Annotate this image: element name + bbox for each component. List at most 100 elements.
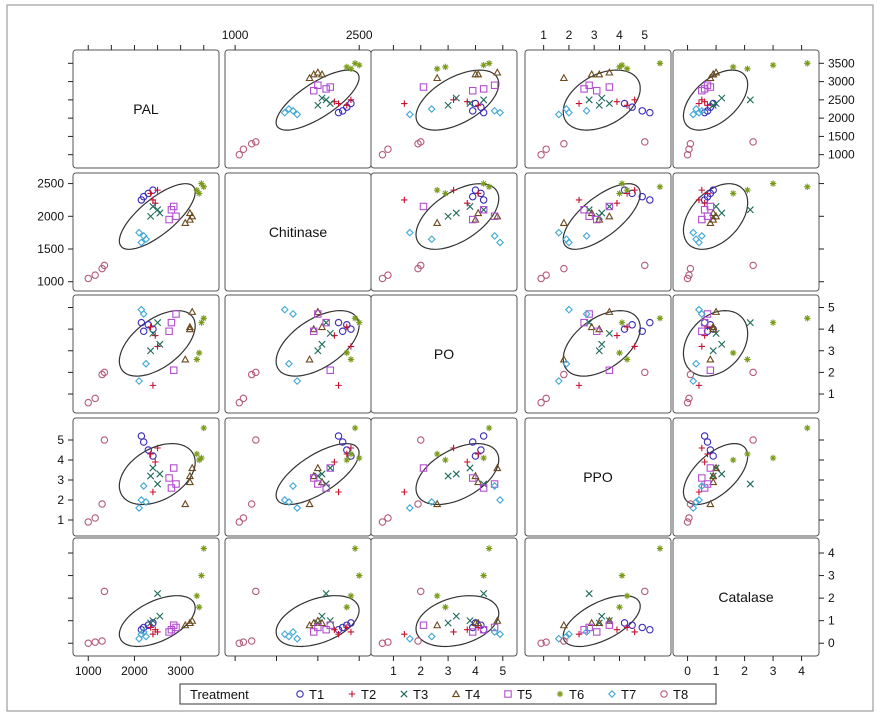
x-tick-label: 4	[798, 664, 805, 678]
point-t4-3	[185, 618, 195, 627]
point-t4-2	[181, 499, 190, 508]
x-tick-label: 1000	[75, 664, 102, 678]
point-t4-2	[706, 73, 715, 82]
point-t5-3	[326, 621, 335, 629]
x-tick-label: 1	[540, 28, 547, 42]
point-t4-3	[709, 69, 718, 78]
point-t2-2	[450, 186, 457, 194]
point-t2-2	[347, 343, 355, 350]
legend-marker-t8	[660, 690, 668, 698]
point-t8-2	[560, 370, 568, 379]
point-t7-2	[427, 105, 436, 113]
point-t6-1	[769, 180, 777, 187]
point-t2-2	[631, 343, 638, 350]
point-t7-2	[284, 359, 293, 368]
point-t3-1	[746, 480, 754, 488]
point-t4-1	[711, 68, 721, 76]
panel-frame	[672, 49, 820, 169]
point-t7-1	[697, 106, 706, 115]
point-t8-1	[91, 394, 99, 403]
point-t7-2	[142, 498, 150, 506]
point-t8-3	[417, 261, 425, 270]
point-t1-1	[638, 327, 646, 336]
y-tick-label: 2	[828, 591, 835, 605]
confidence-ellipse	[118, 595, 196, 648]
panel-catalase-vs-catalase: Catalase	[672, 537, 820, 657]
point-t5-2	[165, 327, 173, 336]
point-t3-0	[156, 209, 164, 217]
legend-box	[179, 683, 717, 705]
point-t4-3	[474, 69, 483, 78]
point-t1-2	[646, 108, 654, 117]
point-t3-3	[466, 617, 474, 625]
point-t3-2	[147, 472, 155, 480]
panel-chitinase-vs-chitinase: Chitinase	[224, 172, 372, 292]
point-t7-0	[280, 305, 289, 314]
point-t7-3	[689, 228, 698, 237]
y-tick-label: 4	[57, 453, 64, 467]
point-t3-1	[480, 206, 488, 214]
point-t7-1	[697, 482, 706, 490]
point-t8-0	[84, 639, 92, 647]
panel-frame	[72, 294, 220, 414]
point-t4-0	[595, 69, 604, 78]
point-t6-3	[343, 456, 351, 464]
point-t6-0	[656, 60, 664, 67]
y-tick-label: 5	[828, 300, 835, 314]
point-t8-0	[537, 398, 545, 407]
point-t3-0	[156, 470, 164, 478]
point-t7-2	[427, 235, 436, 244]
point-t2-2	[631, 96, 638, 104]
point-t4-2	[433, 218, 442, 226]
point-t4-0	[309, 324, 318, 333]
x-tick-label: 3000	[167, 664, 194, 678]
point-t6-0	[200, 545, 207, 552]
point-t1-2	[334, 108, 343, 117]
point-t6-0	[804, 424, 811, 432]
point-t7-3	[405, 504, 414, 512]
x-tick-label: 3	[445, 664, 452, 678]
panel-frame	[370, 49, 518, 169]
panel-frame	[72, 172, 220, 292]
point-t8-3	[252, 368, 260, 377]
legend-label-t1: T1	[309, 687, 324, 702]
point-t1-3	[620, 99, 629, 108]
point-t8-2	[247, 139, 256, 148]
point-t6-1	[198, 319, 205, 326]
point-t3-1	[585, 590, 593, 598]
point-t6-0	[351, 60, 359, 67]
panel-pal-vs-pal: PAL	[72, 49, 220, 169]
panel-frame	[72, 49, 220, 169]
point-t5-1	[314, 480, 322, 488]
point-t5-3	[706, 83, 715, 91]
panel-pal-vs-catalase	[672, 49, 820, 169]
point-t6-3	[442, 190, 449, 197]
point-t4-0	[595, 618, 604, 627]
point-t6-2	[193, 186, 201, 194]
point-t8-0	[537, 639, 545, 647]
x-tick-label: 5	[499, 664, 506, 678]
point-t6-2	[623, 592, 631, 600]
point-t3-0	[318, 340, 326, 348]
point-t7-0	[496, 108, 505, 117]
point-t4-3	[474, 618, 483, 627]
point-t4-1	[313, 307, 322, 315]
point-t3-0	[598, 612, 606, 620]
point-t2-1	[474, 102, 482, 109]
panel-pal-vs-ppo	[524, 49, 672, 169]
point-t8-3	[100, 368, 109, 377]
y-tick-label: 1500	[37, 242, 64, 256]
legend-label-t4: T4	[465, 687, 480, 702]
point-t7-0	[137, 238, 146, 247]
point-t5-2	[165, 474, 173, 482]
point-t6-2	[744, 65, 751, 72]
point-t5-2	[698, 327, 706, 336]
point-t4-0	[595, 324, 604, 333]
confidence-ellipse	[415, 595, 500, 648]
point-t3-0	[718, 340, 726, 348]
point-t1-2	[137, 432, 146, 440]
point-t3-0	[318, 470, 326, 478]
point-t5-1	[490, 480, 499, 488]
